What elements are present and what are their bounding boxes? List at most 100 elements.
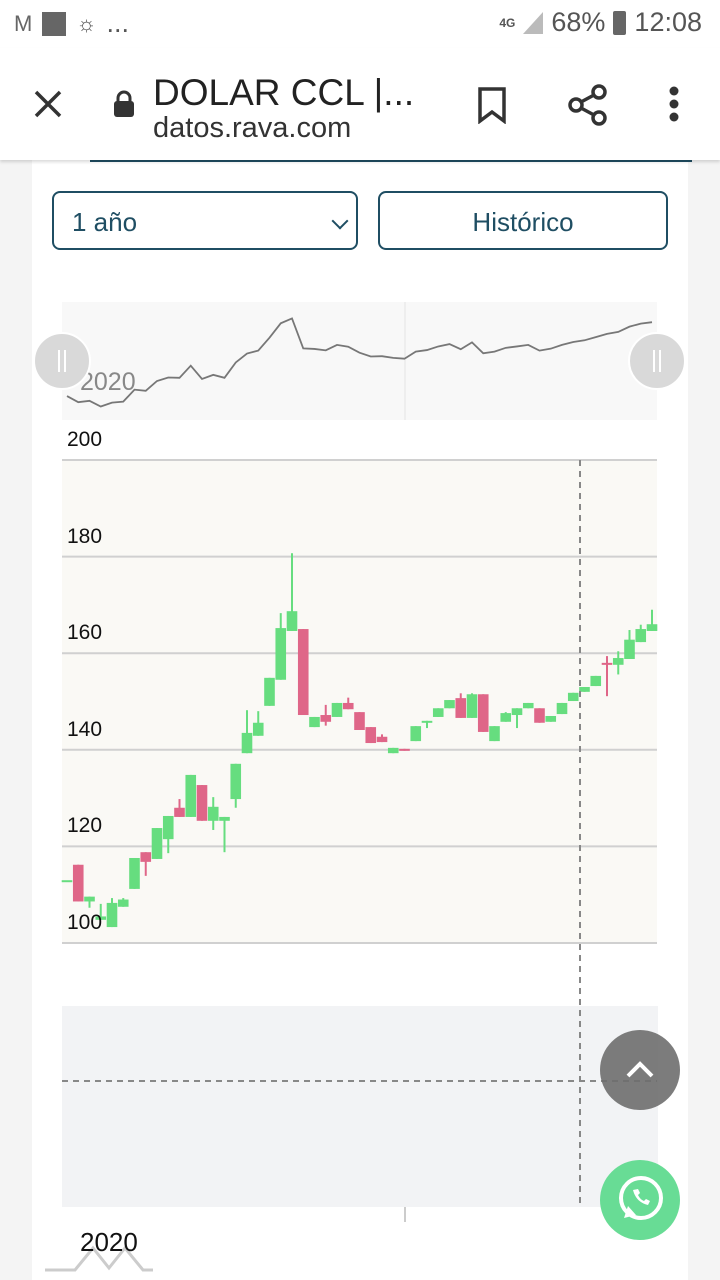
candle[interactable]: [455, 693, 467, 718]
candle[interactable]: [129, 857, 140, 889]
candle[interactable]: [466, 693, 478, 718]
candle-body: [61, 880, 73, 883]
candle[interactable]: [230, 763, 242, 808]
candle[interactable]: [342, 697, 354, 710]
historic-button[interactable]: Histórico: [378, 191, 668, 250]
candle[interactable]: [72, 864, 84, 902]
period-select[interactable]: 1 año: [52, 191, 358, 250]
period-select-value: 1 año: [72, 207, 138, 237]
candle[interactable]: [174, 799, 185, 817]
candle[interactable]: [331, 702, 343, 717]
candle-body: [410, 726, 422, 742]
candle[interactable]: [275, 613, 287, 680]
candle[interactable]: [387, 747, 399, 754]
candle[interactable]: [185, 774, 197, 817]
candle[interactable]: [354, 712, 365, 730]
battery-icon: [613, 10, 627, 35]
candle-body: [162, 815, 174, 840]
candle[interactable]: [286, 553, 298, 631]
navigator-line: [66, 317, 653, 408]
candle-body: [432, 708, 444, 717]
candle[interactable]: [207, 797, 219, 830]
candle[interactable]: [601, 656, 613, 697]
candle[interactable]: [117, 898, 129, 907]
scroll-top-button[interactable]: [600, 1030, 680, 1110]
indicator-panel: [62, 1006, 658, 1207]
candle[interactable]: [410, 726, 422, 742]
candle-body: [511, 708, 523, 716]
candle-body: [309, 716, 320, 728]
candle[interactable]: [241, 710, 253, 754]
candle[interactable]: [444, 700, 455, 709]
candle[interactable]: [365, 727, 377, 744]
candle-body: [185, 774, 197, 817]
candle[interactable]: [421, 720, 433, 729]
candle[interactable]: [162, 815, 174, 854]
candle-body: [174, 807, 185, 817]
more-notifications: ...: [106, 8, 130, 38]
candle[interactable]: [106, 898, 118, 928]
candle[interactable]: [95, 903, 107, 920]
chevron-up-icon: [626, 1061, 654, 1078]
candle[interactable]: [140, 852, 152, 876]
candle[interactable]: [297, 629, 309, 716]
candle[interactable]: [579, 687, 590, 692]
candle[interactable]: [635, 624, 647, 643]
candle[interactable]: [196, 785, 208, 821]
candle[interactable]: [500, 712, 512, 722]
candle[interactable]: [590, 675, 602, 687]
y-tick-label: 100: [67, 911, 103, 934]
candle-body: [466, 694, 478, 718]
candle[interactable]: [489, 726, 500, 742]
candle-body: [129, 857, 140, 889]
candle[interactable]: [612, 651, 624, 675]
candle[interactable]: [534, 708, 545, 723]
candle-body: [545, 715, 557, 722]
share-icon[interactable]: [568, 84, 608, 126]
chart-logo-icon: [45, 1245, 153, 1272]
candle-body: [646, 624, 658, 631]
candle-body: [455, 698, 467, 718]
candle[interactable]: [432, 708, 444, 717]
page-title: DOLAR CCL |...: [153, 72, 415, 113]
candle[interactable]: [252, 711, 264, 736]
candle-body: [140, 852, 152, 862]
close-icon[interactable]: [34, 90, 62, 118]
candle[interactable]: [477, 694, 489, 732]
candle[interactable]: [219, 816, 230, 853]
candle-body: [477, 694, 489, 732]
candle-body: [320, 715, 332, 722]
candle[interactable]: [61, 880, 73, 883]
candle-body: [241, 732, 253, 754]
candle-body: [95, 916, 107, 920]
candle[interactable]: [399, 748, 410, 751]
candle[interactable]: [511, 708, 523, 729]
candle[interactable]: [376, 734, 388, 743]
whatsapp-button[interactable]: [600, 1160, 680, 1240]
candle[interactable]: [556, 702, 568, 715]
candle-body: [219, 816, 230, 821]
candle[interactable]: [151, 828, 163, 859]
navigator-handle-left[interactable]: [33, 332, 91, 390]
candle-body: [522, 702, 534, 709]
candle[interactable]: [264, 677, 275, 706]
navigator-area[interactable]: [62, 302, 657, 420]
divider: [90, 160, 692, 162]
candle-body: [252, 722, 264, 736]
candle[interactable]: [320, 704, 332, 726]
candle[interactable]: [84, 896, 95, 908]
candle[interactable]: [567, 692, 579, 702]
candle[interactable]: [309, 716, 320, 728]
navigator-handle-right[interactable]: [628, 332, 686, 390]
candle[interactable]: [522, 702, 534, 709]
candle-body: [387, 747, 399, 754]
bookmark-icon[interactable]: [477, 86, 507, 124]
status-bar: M ☼ ... 4G 68% 12:08: [0, 0, 720, 48]
page-url[interactable]: datos.rava.com: [153, 112, 352, 144]
more-menu-icon[interactable]: [667, 86, 681, 126]
candle[interactable]: [646, 609, 658, 631]
candle[interactable]: [545, 715, 557, 722]
candle[interactable]: [624, 630, 635, 659]
candle-body: [84, 896, 95, 902]
